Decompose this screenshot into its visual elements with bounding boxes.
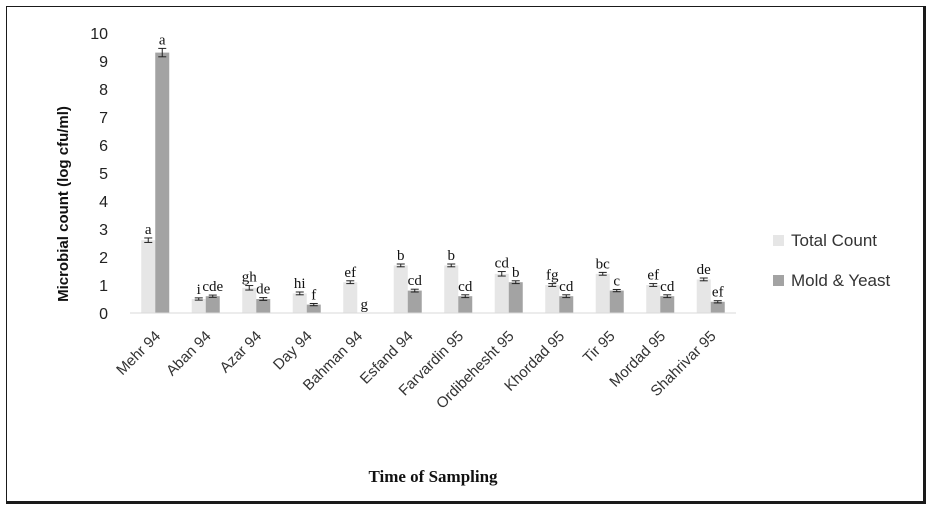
significance-label: cd	[495, 256, 510, 272]
y-tick-label: 5	[99, 166, 108, 183]
significance-label: b	[448, 248, 456, 264]
x-tick-label: Day 94	[270, 328, 316, 374]
significance-label: cd	[408, 273, 423, 289]
y-axis-label: Microbial count (log cfu/ml)	[55, 106, 72, 302]
bar-total-count	[191, 299, 206, 313]
significance-label: de	[256, 282, 271, 298]
bar-total-count	[545, 285, 560, 313]
bar-total-count	[494, 273, 509, 313]
significance-label: gh	[242, 270, 258, 286]
bar-total-count	[292, 293, 307, 313]
bar-total-count	[242, 287, 257, 313]
significance-label: a	[159, 32, 166, 48]
bar-mold-yeast	[559, 296, 574, 313]
significance-label: g	[361, 297, 369, 313]
significance-label: b	[397, 248, 405, 264]
x-tick-label: Aban 94	[163, 328, 215, 380]
bar-mold-yeast	[155, 52, 170, 313]
x-tick-label: Tir 95	[580, 328, 619, 367]
x-tick-label: Azar 94	[216, 328, 265, 377]
bar-total-count	[595, 273, 610, 313]
bar-mold-yeast	[407, 290, 422, 313]
y-tick-label: 10	[90, 26, 108, 43]
significance-label: c	[613, 273, 620, 289]
legend: Total Count Mold & Yeast	[773, 231, 891, 290]
legend-swatch	[773, 235, 784, 246]
significance-label: cde	[202, 279, 223, 295]
y-tick-label: 2	[99, 250, 108, 267]
significance-label: hi	[294, 276, 306, 292]
significance-label: cd	[559, 279, 574, 295]
significance-label: a	[145, 222, 152, 238]
x-tick-label: Mehr 94	[113, 328, 164, 379]
significance-label: ef	[344, 265, 356, 281]
bar-total-count	[646, 285, 661, 313]
x-axis-label: Time of Sampling	[368, 467, 498, 486]
significance-label: ef	[712, 285, 724, 301]
y-tick-label: 3	[99, 222, 108, 239]
significance-label: cd	[660, 279, 675, 295]
y-tick-label: 9	[99, 54, 108, 71]
bar-mold-yeast	[256, 299, 271, 313]
y-tick-label: 0	[99, 306, 108, 323]
bar-mold-yeast	[458, 296, 473, 313]
bar-mold-yeast	[710, 301, 725, 313]
significance-label: ef	[647, 268, 659, 284]
bar-total-count	[444, 265, 459, 313]
bar-total-count	[141, 240, 156, 313]
bar-total-count	[696, 279, 711, 313]
y-tick-label: 1	[99, 278, 108, 295]
y-tick-group: 0 1 2 3 4 5 6 7 8 9 10	[90, 26, 108, 323]
legend-swatch	[773, 275, 784, 286]
bar-total-count	[393, 265, 408, 313]
significance-label: de	[697, 262, 712, 278]
significance-label: b	[512, 265, 520, 281]
bar-mold-yeast	[306, 304, 321, 313]
bar-mold-yeast	[508, 282, 523, 313]
significance-label: f	[311, 287, 316, 303]
bar-mold-yeast	[660, 296, 675, 313]
significance-label: fg	[546, 268, 559, 284]
y-tick-label: 4	[99, 194, 108, 211]
significance-label: i	[197, 282, 201, 298]
bar-mold-yeast	[205, 296, 220, 313]
legend-label: Total Count	[791, 231, 877, 250]
bar-total-count	[343, 282, 358, 313]
significance-label: cd	[458, 279, 473, 295]
y-tick-label: 7	[99, 110, 108, 127]
y-tick-label: 6	[99, 138, 108, 155]
bar-mold-yeast	[609, 290, 624, 313]
y-tick-label: 8	[99, 82, 108, 99]
legend-label: Mold & Yeast	[791, 271, 891, 290]
significance-label: bc	[596, 256, 611, 272]
